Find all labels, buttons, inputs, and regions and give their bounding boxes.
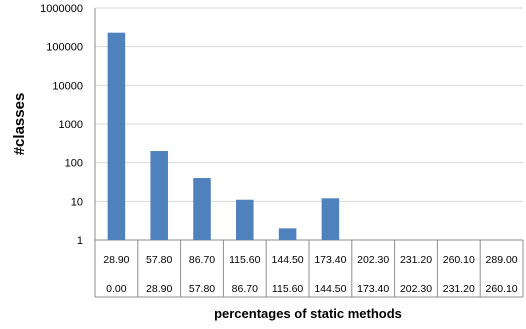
category-lower-bound-label: 202.30: [400, 283, 432, 295]
y-tick-label: 10000: [52, 80, 83, 92]
category-upper-bound-label: 144.50: [272, 254, 304, 266]
bar: [278, 228, 297, 240]
bars: [107, 32, 340, 240]
y-axis-title: #classes: [11, 93, 28, 156]
y-axis-tick-labels: 1 10 100 1000 10000 100000 1000000: [40, 3, 83, 247]
category-lower-bound-label: 173.40: [357, 283, 389, 295]
category-upper-bound-label: 57.80: [146, 254, 172, 266]
bar: [236, 199, 254, 240]
category-lower-bound-label: 0.00: [106, 283, 127, 295]
category-upper-bound-label: 260.10: [443, 254, 475, 266]
category-upper-bound-label: 202.30: [357, 254, 389, 266]
category-upper-bound-label: 289.00: [486, 254, 518, 266]
category-lower-bound-label: 57.80: [189, 283, 215, 295]
category-upper-bound-label: 173.40: [314, 254, 346, 266]
category-lower-bound-label: 115.60: [272, 283, 303, 295]
category-upper-bound-label: 115.60: [229, 254, 260, 266]
y-tick-label: 100000: [46, 42, 83, 54]
category-table: [94, 240, 524, 298]
y-tick-label: 1: [77, 235, 83, 247]
y-tick-label: 1000: [59, 119, 83, 131]
x-axis-title: percentages of static methods: [214, 306, 402, 321]
bar: [321, 198, 340, 240]
category-lower-bound-label: 28.90: [146, 283, 172, 295]
category-labels: 28.90 0.00 57.80 28.90 86.70 57.80 115.60 86.70…: [103, 254, 518, 295]
category-upper-bound-label: 231.20: [400, 254, 432, 266]
category-lower-bound-label: 144.50: [314, 283, 346, 295]
y-tick-label: 100: [65, 158, 83, 170]
category-upper-bound-label: 28.90: [103, 254, 129, 266]
bar: [150, 151, 168, 240]
category-lower-bound-label: 260.10: [486, 283, 518, 295]
category-lower-bound-label: 86.70: [232, 283, 258, 295]
bar: [107, 32, 126, 240]
y-tick-label: 1000000: [40, 3, 83, 15]
category-lower-bound-label: 231.20: [443, 283, 475, 295]
category-upper-bound-label: 86.70: [189, 254, 215, 266]
bar: [193, 178, 211, 240]
y-tick-label: 10: [71, 196, 83, 208]
